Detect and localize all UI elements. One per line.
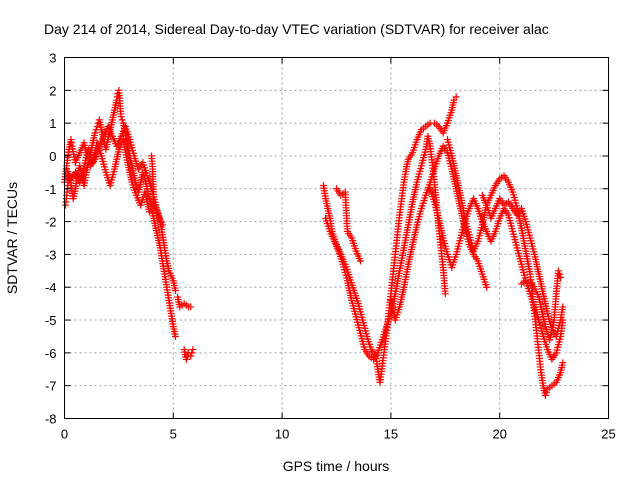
data-point [117, 113, 125, 121]
data-point [118, 116, 126, 124]
data-point [171, 287, 179, 295]
y-tick-label: -5 [45, 313, 57, 328]
data-point [554, 267, 562, 275]
data-point [559, 303, 567, 311]
y-tick-label: -1 [45, 182, 57, 197]
data-point [557, 273, 565, 281]
data-point [189, 346, 197, 354]
y-tick-label: -4 [45, 280, 57, 295]
x-tick-label: 25 [601, 427, 615, 442]
y-tick-label: -2 [45, 215, 57, 230]
data-point [441, 290, 449, 298]
data-point [559, 316, 567, 324]
data-point [356, 257, 364, 265]
data-point [91, 129, 99, 137]
plot-frame [64, 57, 609, 419]
x-tick-label: 10 [275, 427, 289, 442]
data-point [483, 283, 491, 291]
y-tick-label: 2 [49, 83, 56, 98]
data-point [542, 388, 550, 396]
data-point [182, 355, 190, 363]
y-tick-label: -3 [45, 247, 57, 262]
x-tick-label: 0 [61, 427, 68, 442]
y-tick-label: -6 [45, 346, 57, 361]
x-tick-label: 20 [492, 427, 506, 442]
data-point [145, 208, 153, 216]
data-points [61, 86, 567, 400]
x-tick-label: 15 [384, 427, 398, 442]
data-point [158, 221, 166, 229]
data-point [559, 359, 567, 367]
data-point [541, 392, 549, 400]
data-point [187, 352, 195, 360]
x-tick-label: 5 [170, 427, 177, 442]
data-point [556, 270, 564, 278]
chart-title: Day 214 of 2014, Sidereal Day-to-day VTE… [44, 21, 549, 37]
y-tick-label: -7 [45, 379, 57, 394]
y-tick-label: -8 [45, 412, 57, 427]
y-tick-label: 0 [49, 149, 56, 164]
data-point [93, 122, 101, 130]
data-point [171, 332, 179, 340]
y-axis-label: SDTVAR / TECUs [4, 182, 20, 294]
data-point [452, 93, 460, 101]
x-axis-label: GPS time / hours [283, 458, 390, 474]
y-tick-label: 1 [49, 116, 56, 131]
y-tick-label: 3 [49, 51, 56, 66]
data-point [187, 303, 195, 311]
data-point [188, 349, 196, 357]
